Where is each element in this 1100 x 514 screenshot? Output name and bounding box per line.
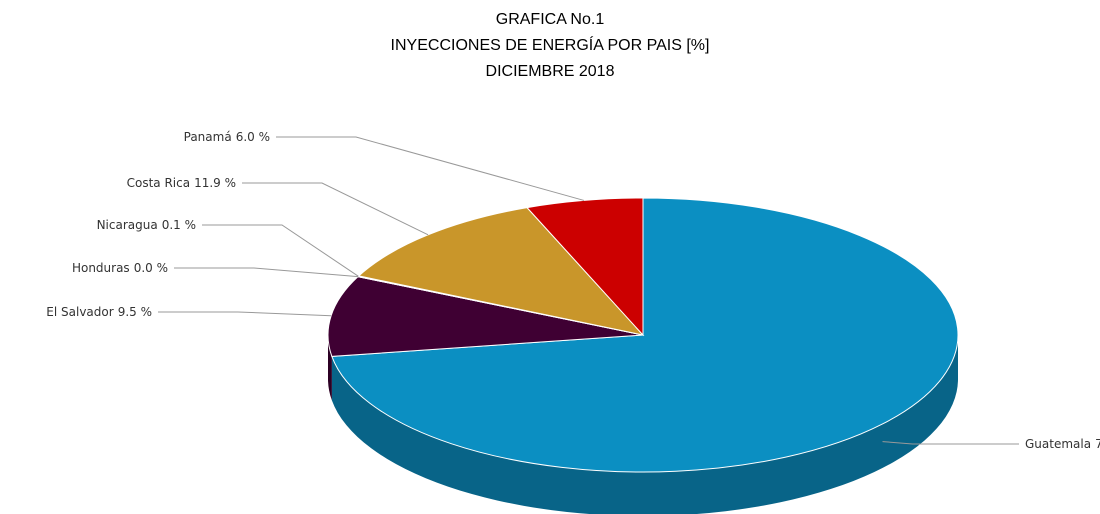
value-label: 6.0 % — [236, 130, 270, 144]
chart-title: DICIEMBRE 2018 — [486, 63, 615, 80]
slice — [327, 276, 644, 357]
leader-line — [242, 182, 429, 236]
leader-line — [202, 224, 359, 277]
data-label: Panamá 6.0 % — [184, 130, 270, 144]
data-label: El Salvador 9.5 % — [46, 305, 152, 319]
value-label: 11.9 % — [194, 176, 236, 190]
category-label: El Salvador — [46, 305, 113, 319]
value-label: 72.5 % — [1095, 437, 1100, 451]
category-label: Guatemala — [1025, 437, 1091, 451]
category-label: Honduras — [72, 261, 130, 275]
slice — [357, 207, 645, 336]
chart-title: GRAFICA No.1 — [496, 11, 605, 28]
data-label: Costa Rica 11.9 % — [127, 176, 236, 190]
leader-line — [174, 267, 359, 278]
data-label: Nicaragua 0.1 % — [97, 218, 196, 232]
category-label: Panamá — [184, 130, 232, 144]
value-label: 9.5 % — [118, 305, 152, 319]
slice — [331, 197, 959, 473]
slice-side — [331, 335, 958, 514]
leader-line — [158, 311, 332, 317]
category-label: Nicaragua — [97, 218, 158, 232]
slice-side — [328, 335, 332, 401]
data-label: Honduras 0.0 % — [72, 261, 168, 275]
data-label: Guatemala 72.5 % — [1025, 437, 1100, 451]
leader-line — [882, 441, 1019, 445]
chart-title: INYECCIONES DE ENERGÍA POR PAIS [%] — [391, 35, 710, 54]
leader-line — [276, 136, 585, 201]
value-label: 0.1 % — [162, 218, 196, 232]
category-label: Costa Rica — [127, 176, 190, 190]
value-label: 0.0 % — [134, 261, 168, 275]
slice — [526, 197, 644, 337]
